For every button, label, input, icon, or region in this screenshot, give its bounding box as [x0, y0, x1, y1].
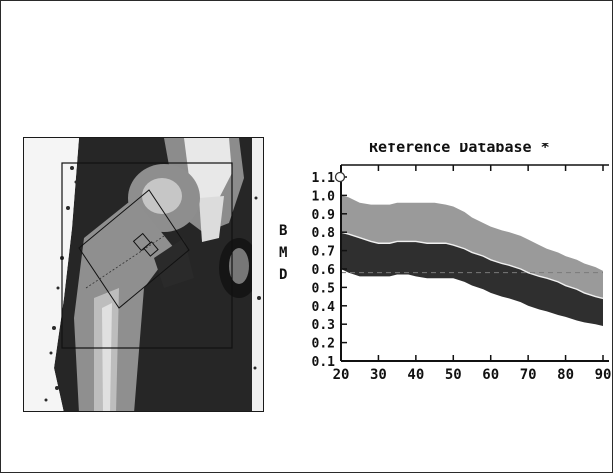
y-tick-label: 0.3 [312, 318, 335, 333]
y-tick-label: 0.7 [312, 245, 335, 260]
y-tick-label: 0.9 [312, 208, 335, 223]
y-tick-label: 0.8 [312, 226, 336, 241]
y-tick-label: 0.1 [312, 355, 336, 370]
x-tick-label: 60 [482, 367, 499, 383]
y-axis-label-letter: B [279, 223, 287, 239]
chart-bands [340, 195, 604, 327]
chart-labels: 1.1 1.0 0.9 0.8 0.7 0.6 0.5 0.4 0.3 0.2 0.120 30 40 5… [279, 171, 611, 383]
hip-scan-image [23, 137, 264, 412]
y-tick-label: 0.5 [312, 281, 335, 296]
bmd-reference-chart: 1.1 1.0 0.9 0.8 0.7 0.6 0.5 0.4 0.3 0.2 0.1 20 30 40 5… [269, 143, 612, 398]
y-tick-label: 1.0 [312, 189, 336, 204]
x-tick-label: 40 [407, 367, 424, 383]
hip-scan-graphic [24, 138, 263, 411]
x-tick-label: 30 [370, 367, 387, 383]
chart-title: Reference Database * [369, 143, 550, 156]
upper-sd-band [341, 195, 603, 299]
y-axis-label-letter: D [279, 267, 287, 283]
y-axis-label-letter: M [279, 245, 287, 261]
x-tick-label: 50 [445, 367, 462, 383]
chart-axes [340, 164, 609, 362]
patient-marker [334, 171, 346, 183]
x-tick-label: 70 [520, 367, 537, 383]
y-tick-label: 0.2 [312, 337, 335, 352]
x-tick-label: 90 [595, 367, 612, 383]
y-tick-label: 0.6 [312, 263, 336, 278]
mean-line [340, 231, 604, 300]
chart-canvas: 1.1 1.0 0.9 0.8 0.7 0.6 0.5 0.4 0.3 0.2 0.120 30 40 5… [279, 143, 611, 383]
y-tick-label: 0.4 [312, 300, 336, 315]
x-tick-label: 20 [333, 367, 350, 383]
y-tick-label: 1.1 [312, 171, 336, 186]
lower-sd-band [341, 232, 603, 327]
x-tick-label: 80 [557, 367, 574, 383]
